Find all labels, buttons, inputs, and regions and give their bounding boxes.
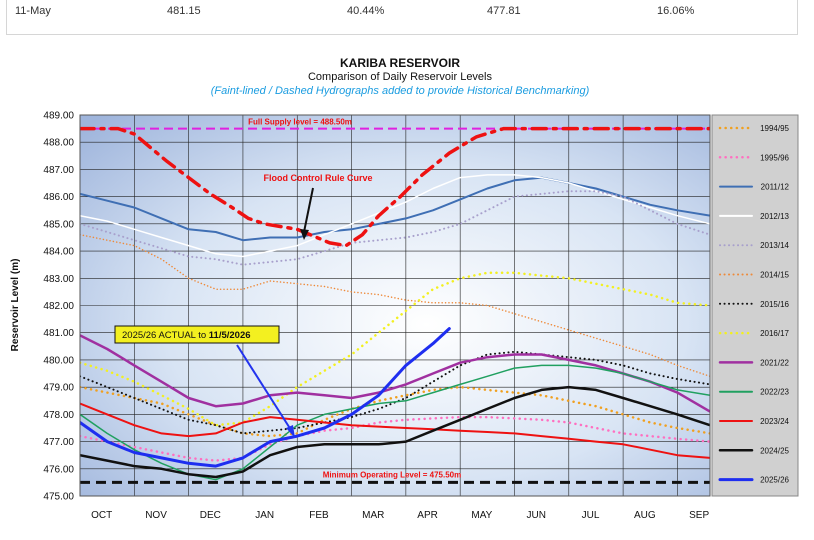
plot-border: [79, 114, 711, 497]
actual-callout-label: 2025/26 ACTUAL to 11/5/2026: [122, 330, 251, 341]
table-cell-level-prev: 477.81: [487, 5, 521, 17]
y-axis-label: Reservoir Level (m): [10, 259, 21, 352]
actual-callout-box: [114, 325, 280, 344]
y-tick-label: 481.00: [43, 328, 74, 339]
legend-label: 2015/16: [760, 300, 789, 309]
x-tick-label: APR: [417, 510, 438, 521]
rule-curve-label: Flood Control Rule Curve: [264, 173, 373, 183]
actual-callout-arrowhead: [286, 425, 295, 438]
legend-label: 1994/95: [760, 124, 789, 133]
x-tick-label: JUL: [582, 510, 600, 521]
y-tick-label: 488.00: [43, 138, 74, 149]
series-line-2021-22: [80, 334, 710, 413]
data-table-row: 11-May 481.15 40.44% 477.81 16.06%: [6, 0, 798, 35]
legend-label: 2022/23: [760, 388, 789, 397]
y-tick-label: 482.00: [43, 301, 74, 312]
y-tick-label: 477.00: [43, 437, 74, 448]
x-tick-label: AUG: [634, 510, 656, 521]
x-tick-label: FEB: [309, 510, 329, 521]
series-line-1995-96: [80, 415, 710, 462]
x-tick-label: OCT: [91, 510, 112, 521]
rule-curve-arrowhead: [300, 229, 309, 240]
x-tick-label: SEP: [689, 510, 709, 521]
legend-label: 2021/22: [760, 358, 789, 367]
x-tick-label: JUN: [526, 510, 545, 521]
table-cell-percent-prev: 16.06%: [657, 5, 695, 17]
y-tick-label: 487.00: [43, 165, 74, 176]
y-tick-label: 475.00: [43, 492, 74, 503]
legend-label: 2014/15: [760, 271, 789, 280]
actual-callout-arrow: [236, 344, 292, 431]
x-tick-label: DEC: [200, 510, 221, 521]
legend-label: 2012/13: [760, 212, 789, 221]
x-tick-label: MAY: [471, 510, 492, 521]
legend-label: 2011/12: [761, 183, 790, 192]
series-line-2011-12: [80, 176, 710, 242]
series-line-2014-15: [80, 233, 710, 378]
x-tick-label: MAR: [362, 510, 384, 521]
series-line-2013-14: [80, 190, 710, 266]
table-cell-level: 481.15: [167, 5, 201, 17]
y-tick-label: 476.00: [43, 464, 74, 475]
chart-title: KARIBA RESERVOIR: [339, 56, 461, 70]
series-line-2023-24: [80, 402, 710, 459]
series-line-1994-95: [80, 385, 710, 438]
legend-label: 1995/96: [760, 153, 789, 162]
y-tick-label: 489.00: [43, 111, 74, 122]
legend-label: 2024/25: [760, 446, 789, 455]
legend-label: 2025/26: [760, 476, 789, 485]
rule-curve-arrow: [303, 187, 314, 233]
min-operating-label: Minimum Operating Level = 475.50m: [323, 470, 462, 479]
chart-subtitle: Comparison of Daily Reservoir Levels: [307, 71, 492, 83]
y-tick-label: 485.00: [43, 219, 74, 230]
y-tick-label: 478.00: [43, 410, 74, 421]
table-cell-date: 11-May: [15, 5, 51, 17]
y-tick-label: 483.00: [43, 274, 74, 285]
y-tick-label: 486.00: [43, 192, 74, 203]
series-line-2025-26: [80, 327, 451, 468]
y-tick-label: 484.00: [43, 247, 74, 258]
x-tick-label: NOV: [145, 510, 167, 521]
x-tick-label: JAN: [255, 510, 274, 521]
full-supply-label: Full Supply level = 488.50m: [248, 118, 352, 127]
series-line-2024-25: [80, 385, 710, 479]
series-line-2015-16: [80, 350, 710, 435]
series-line-2016-17: [80, 271, 710, 427]
chart-note: (Faint-lined / Dashed Hydrographs added …: [210, 85, 590, 97]
series-line-2012-13: [80, 174, 710, 258]
legend-label: 2016/17: [760, 329, 789, 338]
y-tick-label: 480.00: [43, 355, 74, 366]
y-tick-label: 479.00: [43, 383, 74, 394]
legend-label: 2013/14: [760, 241, 789, 250]
legend-box: [711, 114, 799, 497]
legend-label: 2023/24: [760, 417, 789, 426]
table-cell-percent: 40.44%: [347, 5, 385, 17]
rule-curve-line: [80, 126, 710, 248]
